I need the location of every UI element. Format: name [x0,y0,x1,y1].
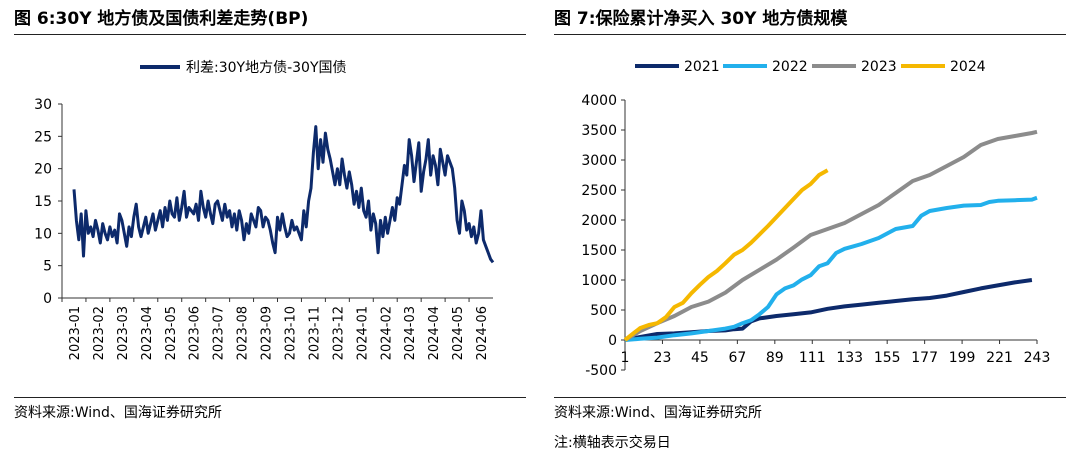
x-tick-label: 89 [766,350,784,366]
x-tick-label: 1 [621,350,630,366]
x-tick-label: 243 [1024,350,1051,366]
left-source-divider [14,397,526,398]
x-tick-label: 2023-11 [307,306,322,360]
cumulative-purchase-line-chart: -500 0 500 1000 1500 2000 2500 3000 3500 4000 1 23 4… [581,59,1051,379]
right-figure-panel: 图 7:保险累计净买入 30Y 地方债规模 -500 0 500 1000 1500 20… [540,0,1080,460]
x-tick-label: 2024-05 [451,306,466,360]
chart-legend: 2021 2022 2023 2024 [635,59,986,75]
x-tick-label: 2024-01 [355,306,370,360]
legend-label-2021: 2021 [684,59,720,75]
y-tick-label: 20 [34,162,52,178]
series-line-2023 [623,129,1038,342]
y-tick-label: 2500 [581,183,617,199]
x-tick-label: 2023-09 [260,306,275,360]
series-line-2024 [623,168,829,342]
x-tick-label: 2023-03 [116,306,131,360]
x-tick-label: 2023-04 [140,306,155,360]
spread-line-chart: 0 5 10 15 20 25 30 2023-01 2023-02 2023-03 2023-04… [34,60,495,360]
x-tick-label: 67 [728,350,746,366]
y-tick-label: 1500 [581,243,617,259]
left-title-divider [14,34,526,35]
x-tick-label: 45 [691,350,709,366]
y-tick-label: -500 [585,363,617,379]
x-tick-label: 177 [911,350,938,366]
right-source-text: 资料来源:Wind、国海证券研究所 [554,405,762,421]
chart-legend: 利差:30Y地方债-30Y国债 [140,60,347,76]
y-tick-label: 25 [34,129,52,145]
y-tick-label: 10 [34,226,52,242]
x-tick-label: 133 [836,350,863,366]
right-source-divider [554,397,1066,398]
right-figure-title: 图 7:保险累计净买入 30Y 地方债规模 [554,9,848,29]
x-tick-label: 2024-06 [475,306,490,360]
x-tick-label: 2023-07 [212,306,227,360]
y-tick-label: 0 [43,291,52,307]
y-tick-label: 15 [34,194,52,210]
spread-series-line [72,125,495,264]
y-tick-label: 500 [590,303,617,319]
left-source-text: 资料来源:Wind、国海证券研究所 [14,405,222,421]
legend-label-2023: 2023 [861,59,897,75]
series-line-2022 [624,195,1038,342]
left-figure-panel: 图 6:30Y 地方债及国债利差走势(BP) 0 5 10 15 20 25 30 2023-… [14,9,526,421]
right-note-text: 注:横轴表示交易日 [554,435,671,451]
x-tick-label: 199 [949,350,976,366]
x-tick-label: 221 [986,350,1013,366]
x-tick-label: 155 [874,350,901,366]
x-tick-label: 2024-02 [379,306,394,360]
x-tick-label: 2023-08 [236,306,251,360]
y-tick-label: 3000 [581,153,617,169]
legend-label-2022: 2022 [772,59,808,75]
legend-label-spread: 利差:30Y地方债-30Y国债 [186,60,347,76]
x-tick-label: 2024-04 [427,306,442,360]
x-tick-label: 2023-10 [283,306,298,360]
right-title-divider [554,34,1066,35]
x-tick-label: 23 [654,350,672,366]
left-figure-title: 图 6:30Y 地方债及国债利差走势(BP) [14,9,309,29]
y-tick-label: 4000 [581,93,617,109]
y-tick-label: 1000 [581,273,617,289]
y-tick-label: 2000 [581,213,617,229]
legend-label-2024: 2024 [950,59,986,75]
y-tick-label: 5 [43,259,52,275]
x-tick-label: 2023-01 [68,306,83,360]
x-tick-label: 2024-03 [403,306,418,360]
x-tick-label: 111 [799,350,826,366]
x-tick-label: 2023-12 [331,306,346,360]
y-tick-label: 30 [34,97,52,113]
y-tick-label: 0 [608,333,617,349]
x-tick-label: 2023-05 [164,306,179,360]
x-tick-label: 2023-06 [188,306,203,360]
x-tick-label: 2023-02 [92,306,107,360]
y-tick-label: 3500 [581,123,617,139]
